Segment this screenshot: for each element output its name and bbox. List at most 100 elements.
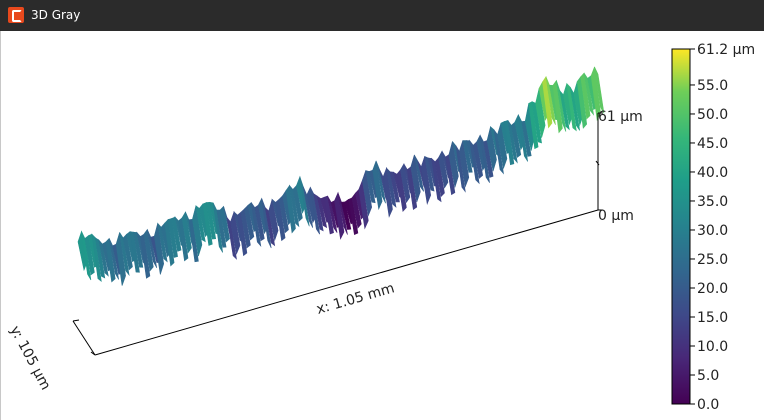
surface-strip [583, 72, 595, 116]
surface-strip [552, 79, 563, 134]
surface-strip [559, 89, 570, 131]
surface-strip [285, 184, 296, 234]
y-axis-label: y: 105 µm [6, 323, 53, 392]
surface-strip [455, 145, 466, 193]
surface-strip [316, 195, 328, 229]
surface-strip [171, 216, 182, 252]
surface-strip [396, 169, 407, 212]
surface-strip [181, 211, 192, 254]
surface-strip [458, 140, 470, 188]
surface-strip [278, 195, 289, 234]
surface-strip [386, 167, 397, 208]
surface-strip [122, 233, 133, 271]
surface-strip [493, 129, 504, 175]
surface-strip [212, 202, 223, 253]
surface-strip [434, 157, 445, 198]
surface-strip [115, 232, 126, 286]
y-axis-tick-top [72, 319, 80, 322]
surface-strip [438, 150, 449, 189]
surface-strip [521, 120, 532, 157]
surface-strip [351, 192, 362, 229]
colorbar-tick-label: 35.0 [697, 194, 728, 210]
surface-strip [192, 205, 203, 257]
surface-strip [337, 192, 348, 235]
surface-strip [157, 222, 168, 263]
window-title: 3D Gray [31, 8, 81, 22]
surface-strip [414, 154, 424, 192]
surface-strip [129, 231, 140, 273]
surface-strip [361, 170, 373, 217]
colorbar-tick-label: 61.2 µm [697, 42, 755, 58]
surface-strip [504, 120, 515, 166]
surface-strip [91, 233, 102, 283]
surface-strip [251, 202, 262, 247]
surface-strip [445, 154, 456, 196]
surface-strip [576, 76, 588, 129]
surface-strip [219, 205, 230, 243]
surface-strip [528, 101, 539, 150]
surface-strip [237, 211, 248, 257]
surface-strip [594, 66, 605, 114]
colorbar-tick-label: 55.0 [697, 78, 728, 94]
surface-strip [375, 160, 386, 204]
colorbar-tick-label: 40.0 [697, 165, 728, 181]
surface-strip [261, 198, 272, 249]
surface-strip [202, 202, 213, 246]
colorbar-tick-label: 30.0 [697, 223, 728, 239]
x-axis-label: x: 1.05 mm [315, 280, 397, 318]
surface-strip [275, 198, 286, 242]
surface-strip [81, 231, 92, 281]
y-axis-tick [90, 351, 96, 356]
surface-strip [410, 154, 421, 203]
window-border [0, 31, 1, 420]
surface-strip [479, 135, 490, 183]
surface-strip [313, 193, 324, 232]
surface-strip [133, 231, 144, 268]
surface-strip [334, 191, 345, 240]
surface-strip [545, 76, 556, 125]
surface-strip [195, 205, 206, 243]
surface-strip [98, 238, 109, 277]
surface-strip [580, 72, 591, 120]
surface-strip [424, 155, 435, 192]
surface-strip [84, 235, 95, 276]
surface-strip [382, 166, 393, 218]
surface-strip [105, 237, 116, 283]
surface-strip [556, 80, 567, 132]
surface-strip [535, 88, 546, 138]
surface-strip [310, 187, 320, 235]
surface-strip [497, 123, 508, 170]
surface-strip [254, 204, 265, 242]
surface-strip [358, 179, 369, 230]
surface-strip [178, 217, 189, 262]
colorbar-tick-label: 50.0 [697, 107, 728, 123]
app-icon [8, 7, 24, 23]
colorbar-tick-label: 0.0 [697, 397, 719, 413]
surface-strip [240, 208, 251, 249]
surface-strip [188, 218, 199, 263]
title-bar[interactable]: 3D Gray [0, 0, 764, 31]
surface-strip [140, 233, 151, 279]
surface-strip [216, 209, 227, 248]
surface-strip [94, 237, 106, 279]
surface-strip [372, 160, 383, 211]
z-axis-mark [595, 160, 600, 166]
surface-strip [292, 185, 303, 222]
surface-strip [205, 201, 217, 240]
surface-strip [341, 201, 352, 230]
surface-strip [486, 126, 497, 172]
z-bottom-label: 0 µm [598, 208, 634, 224]
surface-strip [143, 228, 154, 272]
surface-strip [420, 156, 432, 206]
surface-strip [400, 163, 411, 204]
plot-canvas[interactable]: 61 µm 0 µm x: 1.05 mm y: 105 µm 61.2 µm 5… [0, 31, 764, 420]
surface-strip [119, 232, 130, 277]
x-axis-line [94, 209, 599, 356]
surface-strip [226, 216, 237, 260]
surface-strip [469, 139, 480, 185]
surface-strip [406, 166, 418, 211]
surface-strip [327, 195, 338, 233]
surface-strip [518, 114, 528, 162]
z-top-label: 61 µm [598, 109, 643, 125]
surface-strip [264, 206, 276, 247]
